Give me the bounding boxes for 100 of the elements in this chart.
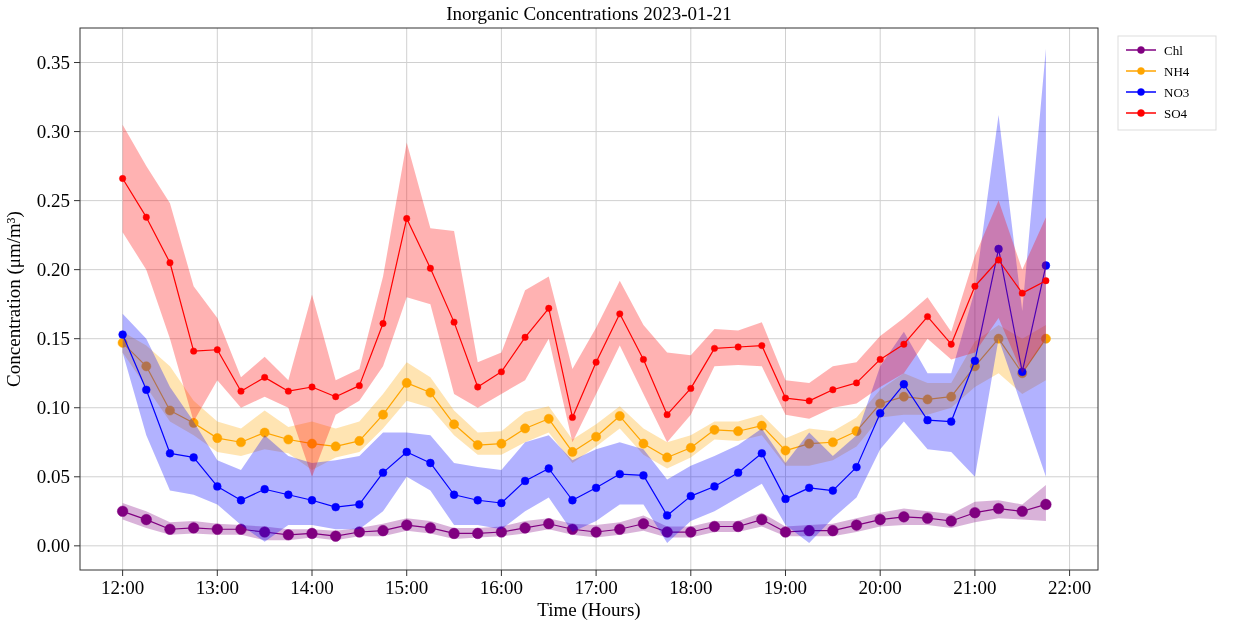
point (472, 527, 484, 539)
point (213, 482, 222, 491)
point (403, 215, 411, 223)
point (211, 523, 223, 535)
point (401, 519, 413, 531)
point (190, 347, 198, 355)
point (543, 518, 555, 530)
point (709, 424, 720, 435)
point (212, 433, 223, 443)
point (993, 333, 1004, 344)
point (236, 437, 246, 448)
point (969, 507, 981, 519)
point (449, 490, 459, 499)
point (640, 355, 647, 363)
point (591, 431, 601, 442)
point (639, 471, 648, 480)
point (782, 394, 789, 402)
point (756, 514, 768, 526)
point (758, 342, 766, 350)
point (472, 440, 483, 450)
x-tick-label: 17:00 (574, 577, 618, 598)
point (237, 387, 245, 395)
point (971, 282, 979, 290)
point (805, 397, 813, 405)
point (401, 378, 412, 388)
point (402, 447, 411, 457)
point (259, 427, 270, 438)
point (662, 452, 672, 463)
point (780, 445, 791, 456)
point (616, 310, 624, 318)
x-tick-label: 15:00 (385, 577, 429, 598)
point (308, 383, 316, 391)
legend-label: SO4 (1164, 105, 1188, 121)
point (284, 387, 292, 395)
point (165, 449, 175, 458)
point (711, 344, 718, 352)
point (591, 483, 601, 492)
point (282, 529, 294, 541)
point (426, 458, 435, 468)
point (614, 523, 626, 535)
chart-title: Inorganic Concentrations 2023-01-21 (446, 3, 732, 24)
point (994, 244, 1003, 254)
point (119, 175, 127, 182)
legend-label: Chl (1164, 42, 1184, 58)
point (283, 434, 294, 445)
point (733, 426, 743, 437)
point (164, 523, 176, 535)
x-axis-title: Time (Hours) (537, 599, 641, 621)
point (261, 373, 269, 381)
point (259, 526, 271, 538)
point (923, 416, 932, 425)
point (686, 491, 695, 501)
point (874, 514, 886, 526)
point (330, 441, 341, 452)
point (355, 382, 363, 390)
point (236, 496, 246, 505)
point (734, 343, 742, 351)
point (734, 468, 743, 477)
point (331, 503, 340, 512)
point (140, 514, 152, 526)
x-tick-label: 22:00 (1047, 577, 1092, 598)
point (474, 383, 482, 391)
legend-label: NH4 (1164, 63, 1190, 79)
point (945, 515, 957, 527)
point (1042, 277, 1050, 285)
point (638, 438, 649, 449)
point (235, 523, 247, 535)
point (543, 413, 554, 424)
point (592, 358, 600, 366)
point (166, 259, 174, 267)
point (876, 409, 885, 418)
point (781, 494, 790, 504)
point (803, 525, 815, 537)
x-tick-label: 20:00 (858, 577, 902, 598)
point (708, 520, 721, 533)
point (662, 511, 672, 520)
point (924, 313, 931, 321)
point (946, 391, 957, 402)
point (1040, 498, 1052, 510)
point (921, 512, 934, 524)
point (829, 386, 837, 394)
y-tick-label: 0.00 (36, 535, 70, 557)
x-tick-label: 13:00 (195, 577, 239, 598)
point (377, 525, 389, 537)
point (330, 530, 342, 542)
point (663, 411, 671, 419)
point (118, 330, 127, 339)
point (165, 405, 175, 416)
point (970, 356, 980, 365)
point (898, 511, 910, 523)
point (732, 520, 744, 533)
point (188, 418, 199, 428)
point (899, 380, 909, 389)
point (804, 438, 815, 449)
point (449, 419, 459, 430)
point (852, 462, 861, 472)
point (497, 368, 505, 376)
point (378, 468, 388, 477)
y-axis-title: Concentration (μm/m³) (3, 211, 25, 387)
point (284, 490, 293, 499)
